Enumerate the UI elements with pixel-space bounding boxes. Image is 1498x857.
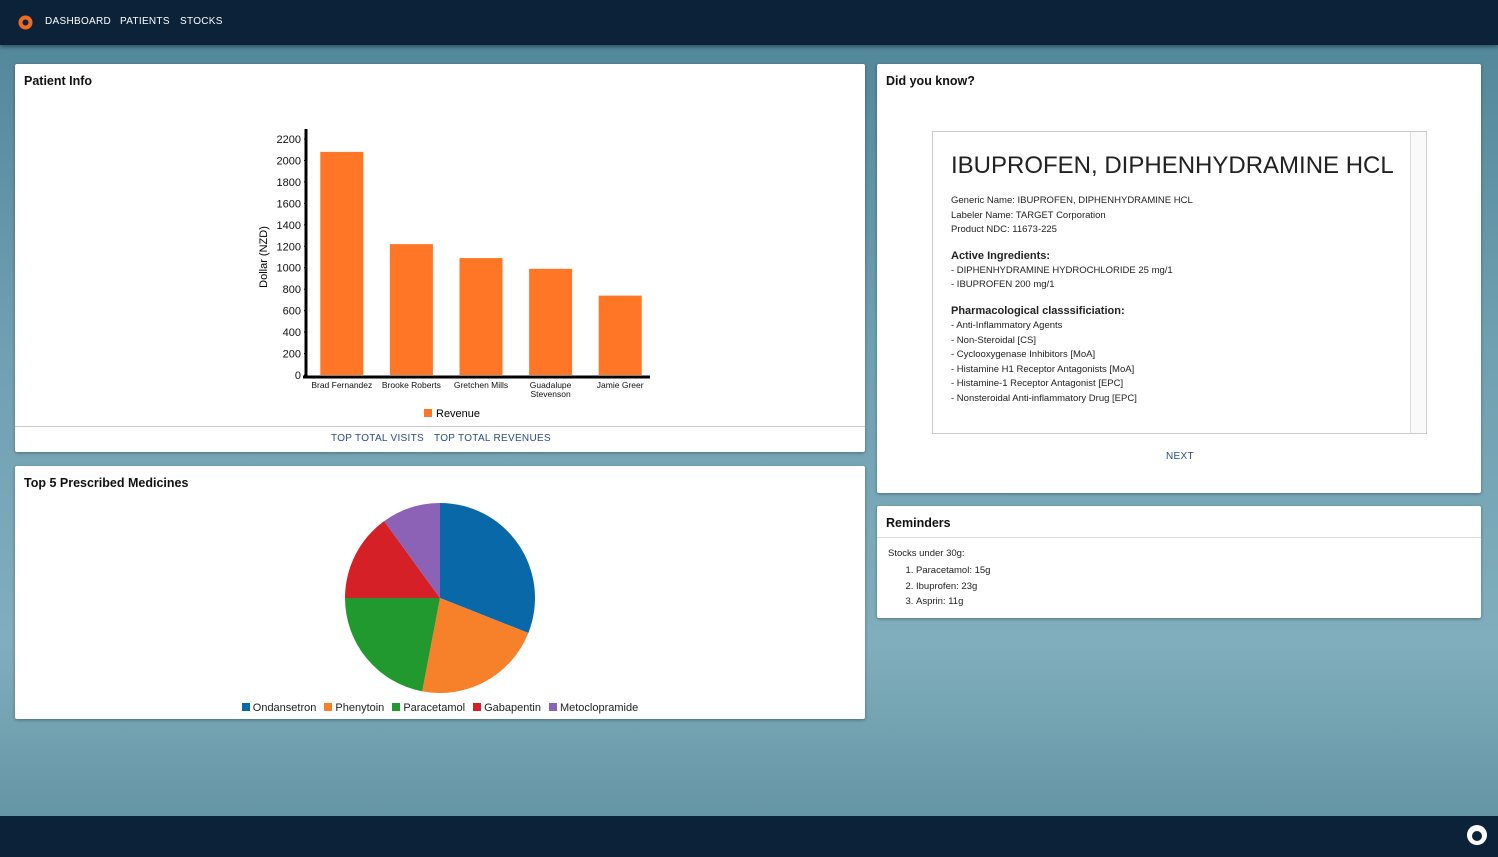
ingredient-line: - DIPHENHYDRAMINE HYDROCHLORIDE 25 mg/1 (951, 264, 1173, 276)
y-tick-label: 1400 (277, 220, 301, 232)
section-heading: Active Ingredients: (951, 249, 1051, 262)
nav-link[interactable]: STOCKS (180, 16, 223, 27)
y-tick-label: 600 (283, 306, 301, 318)
pie-chart (345, 503, 535, 693)
y-tick-label: 1800 (277, 177, 301, 189)
drug-name: IBUPROFEN, DIPHENHYDRAMINE HCL (951, 152, 1394, 179)
y-tick-label: 400 (283, 327, 301, 339)
x-tick-label: Jamie Greer (596, 380, 644, 390)
class-line: - Anti-Inflammatory Agents (951, 319, 1063, 331)
legend-item: Metoclopramide (548, 702, 639, 714)
y-tick-label: 0 (295, 370, 301, 382)
panel-title: Did you know? (886, 74, 975, 88)
patient-info-panel: Patient Info Dollar (NZD) 0 200 400 600 800 10… (15, 64, 865, 452)
tab-button[interactable]: TOP TOTAL REVENUES (434, 433, 551, 444)
legend: Ondansetron Phenytoin Paracetamol Gabapenti… (15, 702, 865, 714)
medicines-panel: Top 5 Prescribed Medicines Ondansetron Ph… (15, 466, 865, 719)
legend-swatch (473, 703, 482, 711)
class-line: - Non-Steroidal [CS] (951, 334, 1037, 346)
panel-title: Top 5 Prescribed Medicines (24, 476, 189, 490)
reminder-list: Paracetamol: 15gIbuprofen: 23gAsprin: 11… (888, 563, 990, 610)
top-bar: DASHBOARD PATIENTS STOCKS (0, 0, 1498, 45)
drug-info: IBUPROFEN, DIPHENHYDRAMINE HCL Generic N… (951, 152, 1411, 407)
pie-slice (440, 503, 535, 633)
nav-link[interactable]: PATIENTS (120, 16, 170, 27)
section-heading: Pharmacological classsificiation: (951, 304, 1125, 317)
legend-label: Phenytoin (335, 702, 385, 714)
y-tick-label: 2000 (277, 155, 301, 167)
ingredient-line: - IBUPROFEN 200 mg/1 (951, 279, 1055, 291)
bar (320, 151, 364, 375)
tab-button[interactable]: TOP TOTAL VISITS (331, 433, 424, 444)
legend-item: Gabapentin (473, 702, 541, 714)
x-tick-label: Brooke Roberts (381, 380, 441, 390)
y-tick-label: 200 (283, 349, 301, 361)
panel-title: Patient Info (24, 74, 93, 88)
reminders-panel: Reminders Stocks under 30g: Paracetamol:… (877, 506, 1481, 618)
detail-line: Labeler Name: TARGET Corporation (951, 209, 1106, 221)
panel-title: Reminders (886, 516, 951, 530)
class-line: - Nonsteroidal Anti-inflammatory Drug [E… (951, 392, 1137, 404)
pie-slice (345, 598, 440, 692)
pie-slice (384, 503, 440, 598)
detail-line: Product NDC: 11673-225 (951, 224, 1057, 236)
reminder-item: Paracetamol: 15g (916, 563, 990, 579)
bar (389, 244, 433, 375)
legend-item: Paracetamol (392, 702, 465, 714)
bar-chart: Dollar (NZD) 0 200 400 600 800 1000 1200 1400 160… (258, 129, 650, 420)
bar (529, 268, 573, 375)
next-button[interactable]: NEXT (1166, 451, 1194, 462)
drug-card: IBUPROFEN, DIPHENHYDRAMINE HCL Generic N… (932, 131, 1427, 434)
y-tick-label: 1200 (277, 241, 301, 253)
y-tick-label: 2200 (277, 134, 301, 146)
did-you-know-panel: Did you know? (877, 64, 1481, 493)
logo[interactable] (18, 15, 33, 30)
class-line: - Cyclooxygenase Inhibitors [MoA] (951, 349, 1096, 361)
reminder-intro: Stocks under 30g: (888, 548, 965, 559)
x-tick-label: Brad Fernandez (311, 380, 373, 390)
reminder-item: Ibuprofen: 23g (916, 579, 990, 595)
x-tick-label: Guadalupe Stevenson (529, 380, 572, 399)
legend-label: Ondansetron (252, 702, 317, 714)
legend-swatch (424, 409, 432, 417)
legend-label: Revenue (436, 408, 480, 420)
x-tick-label: Gretchen Mills (453, 380, 509, 390)
legend-swatch (548, 703, 557, 711)
divider (15, 426, 865, 427)
y-axis-label: Dollar (NZD) (258, 226, 270, 288)
class-line: - Histamine H1 Receptor Antagonists [MoA… (951, 363, 1135, 375)
legend-swatch (324, 703, 333, 711)
legend-label: Metoclopramide (559, 702, 639, 714)
legend-label: Paracetamol (403, 702, 466, 714)
bar (459, 258, 503, 375)
y-tick-label: 1600 (277, 198, 301, 210)
detail-line: Generic Name: IBUPROFEN, DIPHENHYDRAMINE… (951, 195, 1193, 206)
y-tick-label: 800 (283, 284, 301, 296)
nav-link[interactable]: DASHBOARD (45, 16, 112, 27)
divider (877, 537, 1481, 538)
scrollbar[interactable] (1410, 132, 1426, 433)
legend-swatch (241, 703, 250, 711)
y-tick-label: 1000 (277, 263, 301, 275)
github-icon[interactable] (1466, 824, 1488, 846)
pie-slice (422, 598, 529, 693)
reminder-item: Asprin: 11g (916, 594, 990, 610)
bar (598, 295, 642, 375)
legend-swatch (392, 703, 401, 711)
footer (0, 816, 1498, 857)
legend-label: Gabapentin (484, 702, 541, 714)
legend-item: Ondansetron (241, 702, 317, 714)
pie-slice (345, 521, 440, 598)
legend-item: Phenytoin (324, 702, 384, 714)
class-line: - Histamine-1 Receptor Antagonist [EPC] (951, 378, 1124, 390)
